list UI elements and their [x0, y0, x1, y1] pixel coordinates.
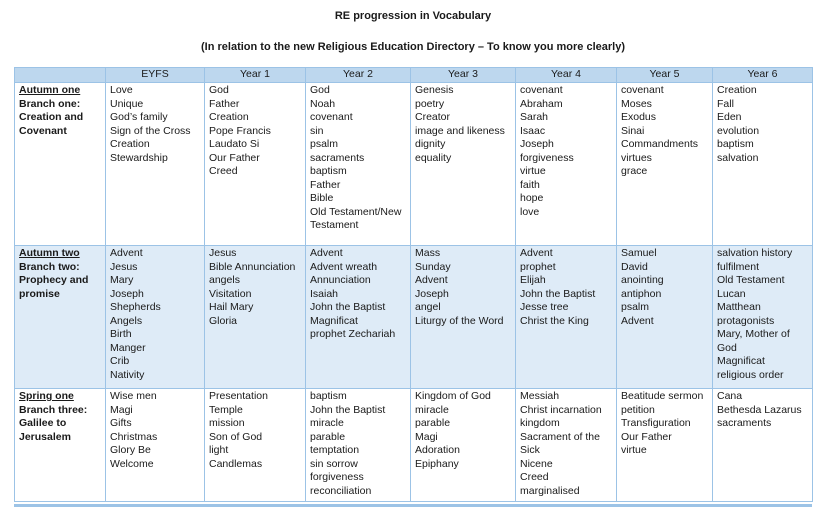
term-label: Autumn two	[19, 247, 80, 259]
vocab-cell-year3: Genesis poetry Creator image and likenes…	[410, 82, 516, 246]
row-label-spring-one: Spring one Branch three: Galilee to Jeru…	[14, 388, 106, 502]
vocab-list: covenant Abraham Sarah Isaac Joseph forg…	[520, 84, 574, 218]
vocab-cell-eyfs: Wise men Magi Gifts Christmas Glory Be W…	[105, 388, 205, 502]
header-row: EYFS Year 1 Year 2 Year 3 Year 4 Year 5 …	[14, 67, 813, 83]
vocab-list: Love Unique God’s family Sign of the Cro…	[110, 84, 191, 164]
next-row-cutoff-strip	[14, 504, 812, 507]
row-autumn-one: Autumn one Branch one: Creation and Cove…	[14, 82, 813, 246]
branch-label: Branch two: Prophecy and promise	[19, 260, 89, 300]
vocab-list: God Father Creation Pope Francis Laudato…	[209, 84, 271, 177]
row-label-autumn-two: Autumn two Branch two: Prophecy and prom…	[14, 245, 106, 389]
col-header-eyfs: EYFS	[105, 67, 205, 83]
vocab-list: Wise men Magi Gifts Christmas Glory Be W…	[110, 390, 158, 470]
vocab-list: Advent prophet Elijah John the Baptist J…	[520, 247, 596, 327]
vocab-cell-eyfs: Love Unique God’s family Sign of the Cro…	[105, 82, 205, 246]
vocab-list: God Noah covenant sin psalm sacraments b…	[310, 84, 402, 231]
vocab-cell-year5: covenant Moses Exodus Sinai Commandments…	[616, 82, 713, 246]
row-label-autumn-one: Autumn one Branch one: Creation and Cove…	[14, 82, 106, 246]
vocab-list: baptism John the Baptist miracle parable…	[310, 390, 386, 497]
vocab-cell-year1: God Father Creation Pope Francis Laudato…	[204, 82, 306, 246]
col-header-year6: Year 6	[712, 67, 813, 83]
vocab-list: Creation Fall Eden evolution baptism sal…	[717, 84, 760, 164]
vocab-list: Kingdom of God miracle parable Magi Ador…	[415, 390, 491, 470]
col-header-year2: Year 2	[305, 67, 411, 83]
vocab-cell-year2: Advent Advent wreath Annunciation Isaiah…	[305, 245, 411, 389]
term-label: Spring one	[19, 390, 74, 402]
term-label: Autumn one	[19, 84, 81, 96]
vocab-cell-eyfs: Advent Jesus Mary Joseph Shepherds Angel…	[105, 245, 205, 389]
col-header-year3: Year 3	[410, 67, 516, 83]
vocab-cell-year5: Beatitude sermon petition Transfiguratio…	[616, 388, 713, 502]
branch-label: Branch one: Creation and Covenant	[19, 97, 84, 137]
col-header-year5: Year 5	[616, 67, 713, 83]
col-header-year4: Year 4	[515, 67, 617, 83]
row-autumn-two: Autumn two Branch two: Prophecy and prom…	[14, 245, 813, 389]
vocab-list: Jesus Bible Annunciation angels Visitati…	[209, 247, 296, 327]
vocab-cell-year6: salvation history fulfilment Old Testame…	[712, 245, 813, 389]
vocab-cell-year6: Cana Bethesda Lazarus sacraments	[712, 388, 813, 502]
vocab-list: Advent Jesus Mary Joseph Shepherds Angel…	[110, 247, 161, 381]
row-spring-one: Spring one Branch three: Galilee to Jeru…	[14, 388, 813, 502]
vocab-cell-year4: Advent prophet Elijah John the Baptist J…	[515, 245, 617, 389]
vocab-list: Samuel David anointing antiphon psalm Ad…	[621, 247, 664, 327]
vocab-cell-year1: Presentation Temple mission Son of God l…	[204, 388, 306, 502]
vocab-cell-year5: Samuel David anointing antiphon psalm Ad…	[616, 245, 713, 389]
vocab-cell-year2: God Noah covenant sin psalm sacraments b…	[305, 82, 411, 246]
vocab-list: Mass Sunday Advent Joseph angel Liturgy …	[415, 247, 504, 327]
col-header-blank	[14, 67, 106, 83]
vocab-list: salvation history fulfilment Old Testame…	[717, 247, 793, 381]
page-title: RE progression in Vocabulary	[334, 10, 492, 22]
page-subtitle: (In relation to the new Religious Educat…	[201, 41, 625, 53]
vocab-cell-year3: Kingdom of God miracle parable Magi Ador…	[410, 388, 516, 502]
branch-label: Branch three: Galilee to Jerusalem	[19, 403, 88, 443]
vocab-cell-year2: baptism John the Baptist miracle parable…	[305, 388, 411, 502]
col-header-year1: Year 1	[204, 67, 306, 83]
vocabulary-progression-table: EYFS Year 1 Year 2 Year 3 Year 4 Year 5 …	[14, 67, 813, 502]
vocab-cell-year1: Jesus Bible Annunciation angels Visitati…	[204, 245, 306, 389]
vocab-cell-year6: Creation Fall Eden evolution baptism sal…	[712, 82, 813, 246]
vocab-cell-year4: Messiah Christ incarnation kingdom Sacra…	[515, 388, 617, 502]
vocab-list: Presentation Temple mission Son of God l…	[209, 390, 268, 470]
vocab-cell-year3: Mass Sunday Advent Joseph angel Liturgy …	[410, 245, 516, 389]
vocab-list: Advent Advent wreath Annunciation Isaiah…	[310, 247, 396, 340]
vocab-list: Cana Bethesda Lazarus sacraments	[717, 390, 802, 429]
vocab-list: covenant Moses Exodus Sinai Commandments…	[621, 84, 699, 177]
vocab-list: Messiah Christ incarnation kingdom Sacra…	[520, 390, 602, 497]
vocab-cell-year4: covenant Abraham Sarah Isaac Joseph forg…	[515, 82, 617, 246]
vocab-list: Beatitude sermon petition Transfiguratio…	[621, 390, 704, 456]
vocab-list: Genesis poetry Creator image and likenes…	[415, 84, 505, 164]
